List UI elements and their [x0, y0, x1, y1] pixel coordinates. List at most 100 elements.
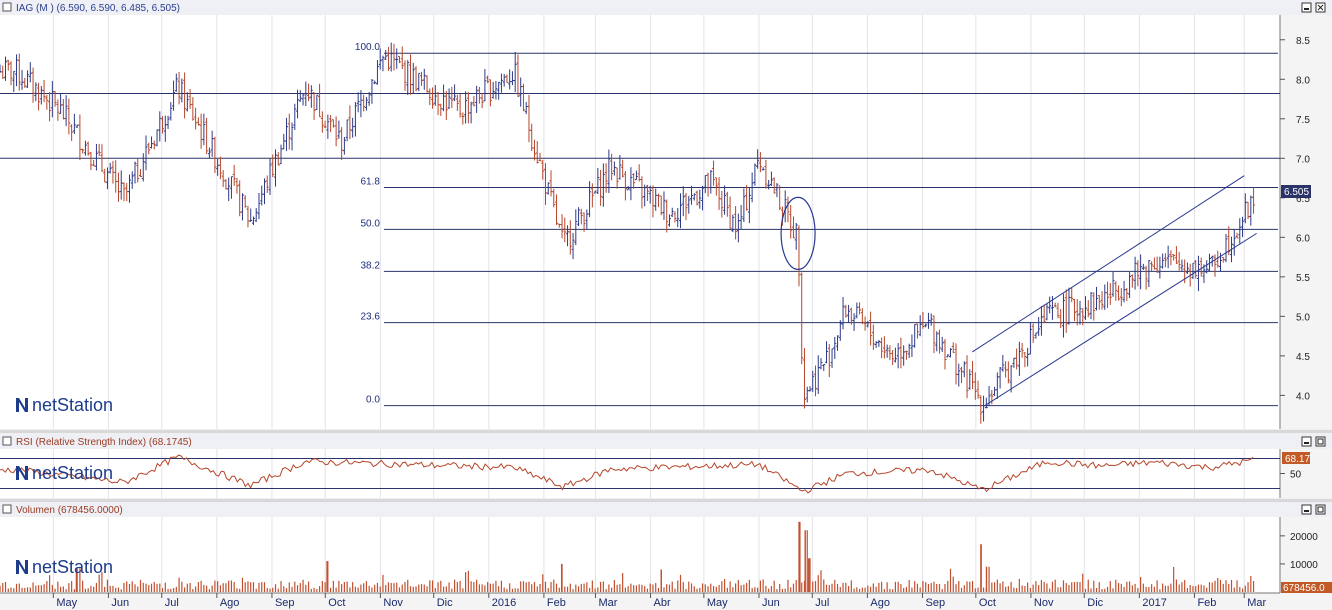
- price-last-value: 6.505: [1284, 187, 1309, 198]
- fibonacci-label: 38.2: [360, 260, 380, 271]
- month-label: Jul: [815, 597, 829, 609]
- month-label: Ago: [220, 597, 240, 609]
- month-label: Sep: [275, 597, 295, 609]
- volume-bars: [0, 521, 1255, 592]
- rsi-last-badge: 68.17: [1282, 452, 1310, 465]
- month-label: Mar: [1247, 597, 1266, 609]
- logo-text: netStation: [32, 557, 113, 577]
- rsi-title-bar: [0, 434, 1332, 448]
- maximize-icon[interactable]: [1315, 504, 1326, 515]
- month-label: May: [56, 597, 77, 609]
- price-tick-label: 7.5: [1296, 115, 1310, 126]
- price-horizontal-lines: [0, 92, 1280, 159]
- price-tick-label: 5.5: [1296, 273, 1310, 284]
- price-tick-label: 6.0: [1296, 233, 1310, 244]
- month-label: 2016: [492, 597, 516, 609]
- maximize-icon[interactable]: [1315, 436, 1326, 447]
- month-label: Abr: [654, 597, 671, 609]
- rsi-last-value: 68.17: [1285, 454, 1310, 465]
- trend-channel: [972, 175, 1257, 407]
- price-tick-label: 6.5: [1296, 194, 1310, 205]
- month-label: Dic: [1087, 597, 1103, 609]
- month-label: Sep: [926, 597, 946, 609]
- price-tick-label: 8.0: [1296, 75, 1310, 86]
- month-label: Jun: [762, 597, 780, 609]
- price-panel-title: IAG (M ) (6.590, 6.590, 6.485, 6.505): [16, 3, 180, 14]
- price-title-bar: [0, 0, 1332, 14]
- volume-plot-area[interactable]: [0, 517, 1280, 593]
- logo-text: netStation: [32, 395, 113, 415]
- month-label: Dic: [437, 597, 453, 609]
- minimize-icon[interactable]: [1301, 504, 1312, 515]
- panel-select-icon[interactable]: [2, 436, 12, 446]
- volume-axis-ticks: 20000 10000: [1280, 532, 1318, 571]
- volume-panel: Volumen (678456.0000) 20000 10000 678456.…: [0, 499, 1332, 594]
- month-label: Mar: [598, 597, 617, 609]
- rsi-panel: RSI (Relative Strength Index) (68.1745) …: [0, 430, 1332, 498]
- close-icon[interactable]: [1315, 2, 1326, 13]
- month-label: Feb: [1197, 597, 1216, 609]
- fibonacci-label: 100.0: [355, 42, 380, 53]
- price-axis-ticks: 8.5 8.0 7.5 7.0 6.5 6.0 5.5 5.0 4.5 4.0: [1280, 36, 1310, 402]
- channel-upper-line[interactable]: [972, 175, 1245, 353]
- month-label: Oct: [328, 597, 345, 609]
- time-axis-area: [0, 593, 1332, 610]
- month-label: May: [707, 597, 728, 609]
- rsi-grid: [52, 449, 1245, 498]
- price-tick-label: 5.0: [1296, 312, 1310, 323]
- fibonacci-label: 61.8: [360, 177, 380, 188]
- month-label: Feb: [547, 597, 566, 609]
- price-annotations: [780, 196, 816, 270]
- rsi-series: [0, 454, 1254, 494]
- price-panel: IAG (M ) (6.590, 6.590, 6.485, 6.505) 10…: [0, 0, 1332, 429]
- volume-axis-area: [1280, 517, 1332, 593]
- panel-select-icon[interactable]: [2, 2, 12, 12]
- price-axis-area: [1280, 15, 1332, 429]
- annotation-ellipse[interactable]: [780, 196, 816, 270]
- volume-last-value: 678456.0: [1283, 583, 1325, 594]
- panel-select-icon[interactable]: [2, 504, 12, 514]
- volume-grid: [52, 517, 1245, 593]
- price-last-badge-bg: [1281, 185, 1311, 198]
- price-tick-label: 8.5: [1296, 36, 1310, 47]
- price-window-controls: [1301, 2, 1326, 13]
- volume-panel-title: Volumen (678456.0000): [16, 505, 123, 516]
- rsi-line: [0, 454, 1254, 494]
- time-axis: May Jun Jul Ago Sep Oct Nov Dic 2016 Feb Mar Abr May…: [52, 593, 1267, 609]
- netstation-logo-icon: netStation: [16, 463, 113, 483]
- price-plot-area[interactable]: [0, 15, 1280, 429]
- panel-splitter[interactable]: [0, 430, 1332, 433]
- price-last-badge: 6.505: [1281, 185, 1311, 198]
- month-label: Ago: [870, 597, 890, 609]
- month-label: Nov: [383, 597, 403, 609]
- fibonacci-label: 50.0: [360, 218, 380, 229]
- price-grid: [52, 15, 1245, 429]
- month-label: 2017: [1142, 597, 1166, 609]
- netstation-logo-icon: netStation: [16, 557, 113, 577]
- rsi-tick-label: 50: [1290, 470, 1302, 481]
- month-label: Jun: [111, 597, 129, 609]
- fibonacci-levels: 100.0 61.8 50.0 38.2 23.6 0.0: [355, 42, 1278, 407]
- netstation-logo-icon: netStation: [16, 395, 113, 415]
- volume-last-badge-bg: [1281, 582, 1332, 593]
- channel-lower-line[interactable]: [984, 232, 1257, 407]
- rsi-window-controls: [1301, 436, 1326, 447]
- month-label: Oct: [979, 597, 996, 609]
- fibonacci-label: 23.6: [360, 312, 380, 323]
- rsi-panel-title: RSI (Relative Strength Index) (68.1745): [16, 437, 192, 448]
- volume-tick-label: 20000: [1290, 532, 1318, 543]
- month-label: Jul: [165, 597, 179, 609]
- price-ohlc-bars: [0, 42, 1256, 424]
- minimize-icon[interactable]: [1301, 436, 1312, 447]
- volume-tick-label: 10000: [1290, 560, 1318, 571]
- volume-title-bar: [0, 502, 1332, 516]
- minimize-icon[interactable]: [1301, 2, 1312, 13]
- price-tick-label: 4.0: [1296, 391, 1310, 402]
- panel-splitter[interactable]: [0, 499, 1332, 502]
- rsi-plot-area[interactable]: [0, 449, 1280, 498]
- rsi-reference-lines: [0, 458, 1280, 489]
- price-tick-label: 7.0: [1296, 154, 1310, 165]
- month-label: Nov: [1034, 597, 1054, 609]
- rsi-last-badge-bg: [1282, 452, 1310, 464]
